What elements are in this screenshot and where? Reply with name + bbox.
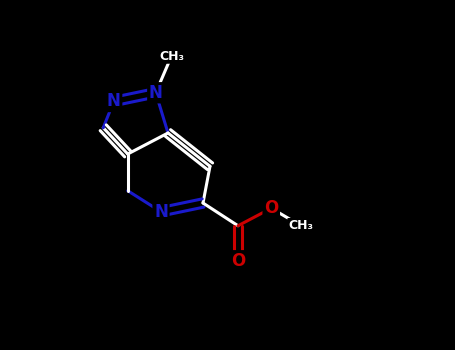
Text: CH₃: CH₃ (288, 219, 313, 232)
Text: CH₃: CH₃ (159, 49, 184, 63)
Text: N: N (149, 84, 163, 102)
Text: O: O (231, 252, 245, 270)
Text: O: O (264, 199, 278, 217)
Text: N: N (154, 203, 168, 221)
Text: N: N (107, 92, 121, 111)
